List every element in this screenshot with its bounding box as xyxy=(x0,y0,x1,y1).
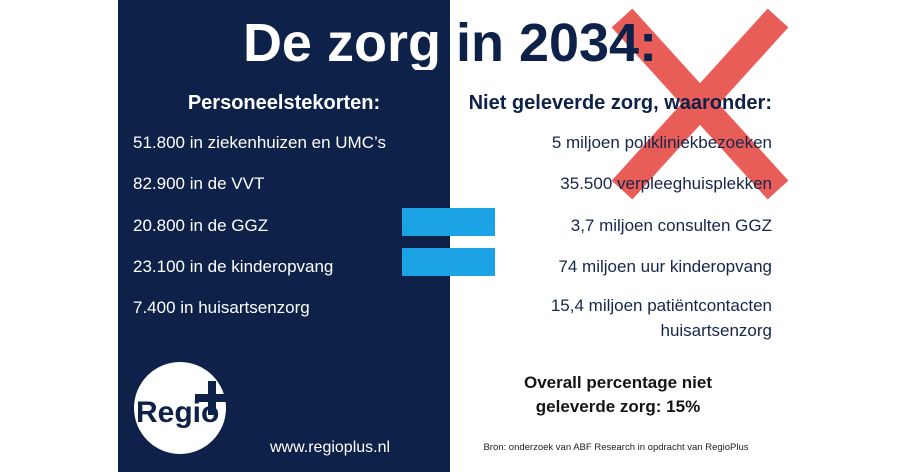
shortage-item: 51.800 in ziekenhuizen en UMC’s xyxy=(133,133,386,152)
shortage-item: 7.400 in huisartsenzorg xyxy=(133,298,310,317)
shortage-item: 20.800 in de GGZ xyxy=(133,216,269,235)
undelivered-care-item: 15,4 miljoen patiëntcontacten huisartsen… xyxy=(551,293,772,343)
overall-percentage: Overall percentage niet geleverde zorg: … xyxy=(468,371,768,419)
item-line: huisartsenzorg xyxy=(660,321,772,340)
item-line: 35.500 verpleeghuisplekken xyxy=(560,174,772,193)
undelivered-care-item: 5 miljoen polikliniekbezoeken xyxy=(552,133,772,153)
undelivered-care-item: 35.500 verpleeghuisplekken xyxy=(560,174,772,194)
undelivered-care-item: 74 miljoen uur kinderopvang xyxy=(558,257,772,277)
equals-icon-top-bar xyxy=(402,208,495,236)
item-line: 3,7 miljoen consulten GGZ xyxy=(570,216,772,235)
shortage-item: 23.100 in de kinderopvang xyxy=(133,257,334,276)
summary-line: geleverde zorg: 15% xyxy=(535,397,701,416)
summary-line: Overall percentage niet xyxy=(523,373,713,392)
item-line: 5 miljoen polikliniekbezoeken xyxy=(551,133,772,152)
undelivered-care-item: 3,7 miljoen consulten GGZ xyxy=(571,216,772,236)
website-url: www.regioplus.nl xyxy=(270,439,391,456)
shortages-heading: Personeelstekorten: xyxy=(187,92,381,114)
undelivered-care-heading: Niet geleverde zorg, waaronder: xyxy=(468,92,772,114)
shortage-item: 82.900 in de VVT xyxy=(133,174,265,193)
plus-icon-bar xyxy=(195,394,229,402)
page-title: De zorg in 2034: xyxy=(0,16,900,70)
source-note: Bron: onderzoek van ABF Research in opdr… xyxy=(483,442,749,453)
equals-icon-bottom-bar xyxy=(402,248,495,276)
item-line: 15,4 miljoen patiëntcontacten xyxy=(550,296,772,315)
item-line: 74 miljoen uur kinderopvang xyxy=(558,257,772,276)
